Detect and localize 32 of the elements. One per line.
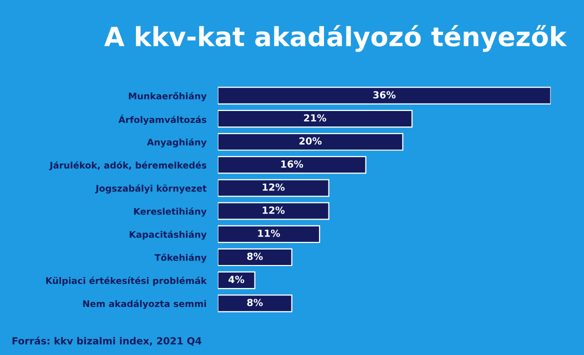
bar <box>218 225 320 243</box>
data-label: 20% <box>299 137 322 145</box>
data-label: 11% <box>258 230 280 237</box>
y-tick-label: Külpiaci értékesítési problémák <box>46 276 207 286</box>
data-label: 12% <box>262 206 285 214</box>
y-tick-label: Munkaerőhiány <box>128 92 207 102</box>
bar <box>218 179 330 197</box>
y-tick-label: Kapacitáshiány <box>130 230 207 240</box>
bar <box>218 110 413 128</box>
y-tick-label: Tőkehiány <box>154 254 207 263</box>
y-tick-label: Járulékok, adók, béremelkedés <box>49 161 206 170</box>
bar <box>218 86 551 105</box>
y-tick-label: Keresletihiány <box>134 207 207 217</box>
data-label: 36% <box>373 91 396 98</box>
bar <box>218 248 292 266</box>
y-tick-label: Jogszabályi környezet <box>95 184 207 194</box>
data-label: 16% <box>281 160 304 168</box>
y-tick-label: Anyaghiány <box>146 138 207 148</box>
data-label: 21% <box>304 114 326 122</box>
text: Forrás: kkv bizalmi index, 2021 Q4 <box>12 336 202 346</box>
chart-title: A kkv-kat akadályozó tényezők <box>104 25 567 52</box>
bar <box>218 132 404 151</box>
bar <box>218 156 366 174</box>
y-tick-label: Nem akadályozta semmi <box>83 300 206 309</box>
bar <box>218 202 330 220</box>
bar <box>218 271 256 290</box>
data-label: 12% <box>262 183 285 191</box>
y-tick-label: Árfolyamváltozás <box>118 114 206 125</box>
data-label: 8% <box>247 252 263 260</box>
data-label: 8% <box>247 298 263 306</box>
bar <box>218 294 292 312</box>
data-label: 4% <box>228 276 244 284</box>
